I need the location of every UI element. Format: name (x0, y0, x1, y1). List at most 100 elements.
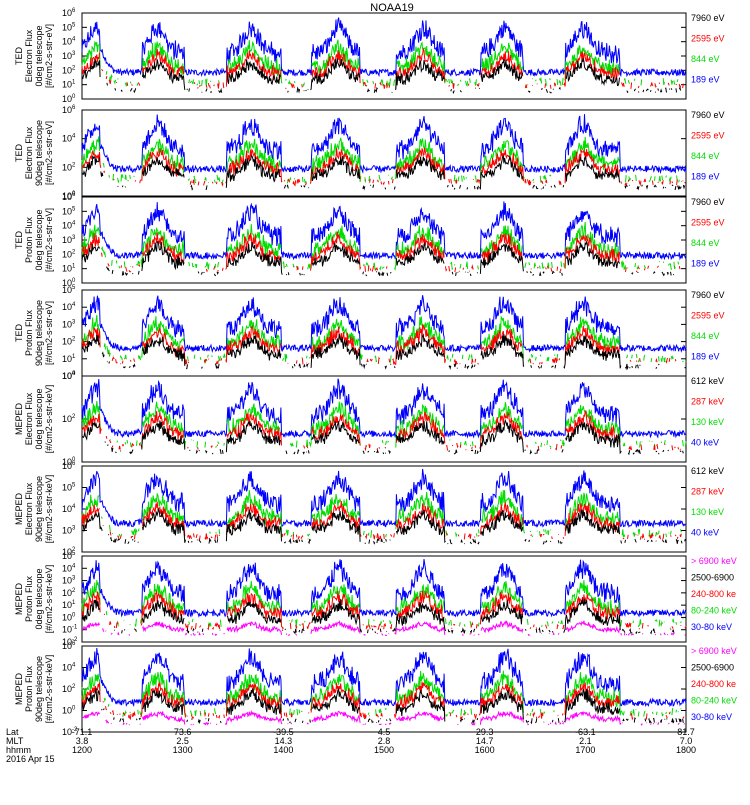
y-tick-exponent: 5 (72, 22, 76, 28)
y-axis-label-line: Electron Flux (24, 126, 34, 179)
series-line-blue (81, 647, 687, 708)
x-tick-label-lat: -63.1 (575, 727, 596, 737)
y-tick-label: 10 (62, 37, 72, 47)
y-tick-exponent: 2 (72, 414, 76, 420)
y-tick-exponent: 5 (72, 483, 76, 489)
y-tick-label: 10 (62, 65, 72, 75)
x-tick-label-lat: 29.3 (476, 727, 494, 737)
legend-entry: 7960 eV (691, 197, 725, 207)
y-axis-label-line: [#/cm2-s-str-keV] (44, 385, 54, 454)
legend-entry: 30-80 keV (691, 712, 732, 722)
y-tick-label: 10 (62, 547, 72, 557)
y-tick-label: 10 (62, 641, 72, 651)
series-line-red (81, 590, 687, 631)
y-tick-exponent: -1 (72, 625, 78, 631)
y-axis-label-line: [#/cm2-s-str-eV] (44, 301, 54, 365)
y-axis-label-line: [#/cm2-s-str-keV] (44, 565, 54, 634)
legend-entry: 130 keV (691, 417, 724, 427)
series-line-blue (81, 378, 687, 439)
y-tick-label: 10 (62, 191, 72, 201)
y-tick-label: 10 (62, 706, 72, 716)
y-axis-label-line: Proton Flux (24, 665, 34, 712)
panel-frame (81, 555, 687, 643)
series-line-green (81, 400, 687, 448)
y-tick-exponent: 1 (72, 264, 76, 270)
series-line-blue (81, 201, 687, 261)
y-axis-label-line: Electron Flux (24, 29, 34, 82)
series-line-magenta (81, 709, 686, 726)
y-tick-exponent: 1 (72, 600, 76, 606)
x-tick-label-mlt: 14.7 (476, 736, 494, 746)
y-tick-exponent: 0 (72, 457, 76, 463)
y-axis-label-line: [#/cm2-s-str-eV] (44, 121, 54, 185)
x-tick-label-mlt: 2.8 (378, 736, 391, 746)
legend-entry: 2595 eV (691, 33, 725, 43)
x-tick-label-lat: -39.5 (273, 727, 294, 737)
y-axis-label-line: 90deg telescope (34, 656, 44, 722)
y-tick-exponent: 4 (72, 134, 76, 140)
y-tick-label: 10 (62, 600, 72, 610)
legend-entry: 2500-6900 (691, 573, 734, 583)
legend-entry: 2595 eV (691, 130, 725, 140)
y-tick-exponent: 6 (72, 641, 76, 647)
legend-entry: 80-240 keV (691, 606, 737, 616)
y-tick-label: 10 (62, 22, 72, 32)
x-tick-label-mlt: 14.3 (275, 736, 293, 746)
y-tick-exponent: -2 (72, 727, 78, 733)
legend-entry: 2500-6900 (691, 663, 734, 673)
series-line-blue (81, 559, 687, 618)
y-tick-label: 10 (62, 371, 72, 381)
y-tick-exponent: 5 (72, 551, 76, 557)
y-tick-exponent: 3 (72, 235, 76, 241)
y-tick-exponent: 3 (72, 576, 76, 582)
y-tick-label: 10 (62, 663, 72, 673)
y-tick-exponent: 6 (72, 461, 76, 467)
legend-entry: 612 keV (691, 466, 724, 476)
y-tick-label: 10 (62, 235, 72, 245)
y-tick-label: 10 (62, 221, 72, 231)
series-line-black (82, 508, 686, 545)
x-tick-label-hhmm: 1400 (273, 745, 293, 755)
y-tick-exponent: 0 (72, 278, 76, 284)
y-tick-exponent: 6 (72, 8, 76, 14)
x-row-label: hhmm (6, 745, 31, 755)
legend-entry: 287 keV (691, 486, 724, 496)
y-tick-exponent: 6 (72, 105, 76, 111)
y-axis-label-line: MEPED (14, 583, 24, 616)
y-tick-exponent: 0 (72, 371, 76, 377)
y-tick-exponent: 0 (72, 191, 76, 197)
y-tick-exponent: 4 (72, 563, 76, 569)
legend-entry: 189 eV (691, 258, 720, 268)
legend-entry: 189 eV (691, 171, 720, 181)
legend-entry: 189 eV (691, 351, 720, 361)
legend-entry: 2595 eV (691, 310, 725, 320)
y-axis-label-line: TED (14, 143, 24, 162)
y-axis-label-line: 0deg telescope (34, 388, 44, 449)
panel-frame (81, 465, 687, 553)
y-tick-label: 10 (62, 371, 72, 381)
y-tick-label: 10 (62, 684, 72, 694)
y-axis-label-line: Electron Flux (24, 482, 34, 535)
y-tick-label: 10 (62, 319, 72, 329)
x-tick-label-hhmm: 1600 (475, 745, 495, 755)
y-tick-exponent: 2 (72, 337, 76, 343)
x-tick-label-mlt: 2.5 (176, 736, 189, 746)
y-axis-label-line: [#/cm2-s-str-keV] (44, 655, 54, 724)
legend-entry: 40 keV (691, 437, 719, 447)
y-tick-exponent: 3 (72, 526, 76, 532)
y-tick-exponent: 2 (72, 588, 76, 594)
series-line-red (82, 232, 686, 272)
y-axis-label-line: Electron Flux (24, 392, 34, 445)
y-tick-exponent: 0 (72, 706, 76, 712)
y-axis-label-line: MEPED (14, 673, 24, 706)
y-tick-label: 10 (62, 414, 72, 424)
y-tick-exponent: 4 (72, 302, 76, 308)
y-tick-label: 10 (62, 51, 72, 61)
y-tick-label: 10 (62, 727, 72, 737)
y-tick-exponent: 2 (72, 547, 76, 553)
y-tick-exponent: 5 (72, 206, 76, 212)
